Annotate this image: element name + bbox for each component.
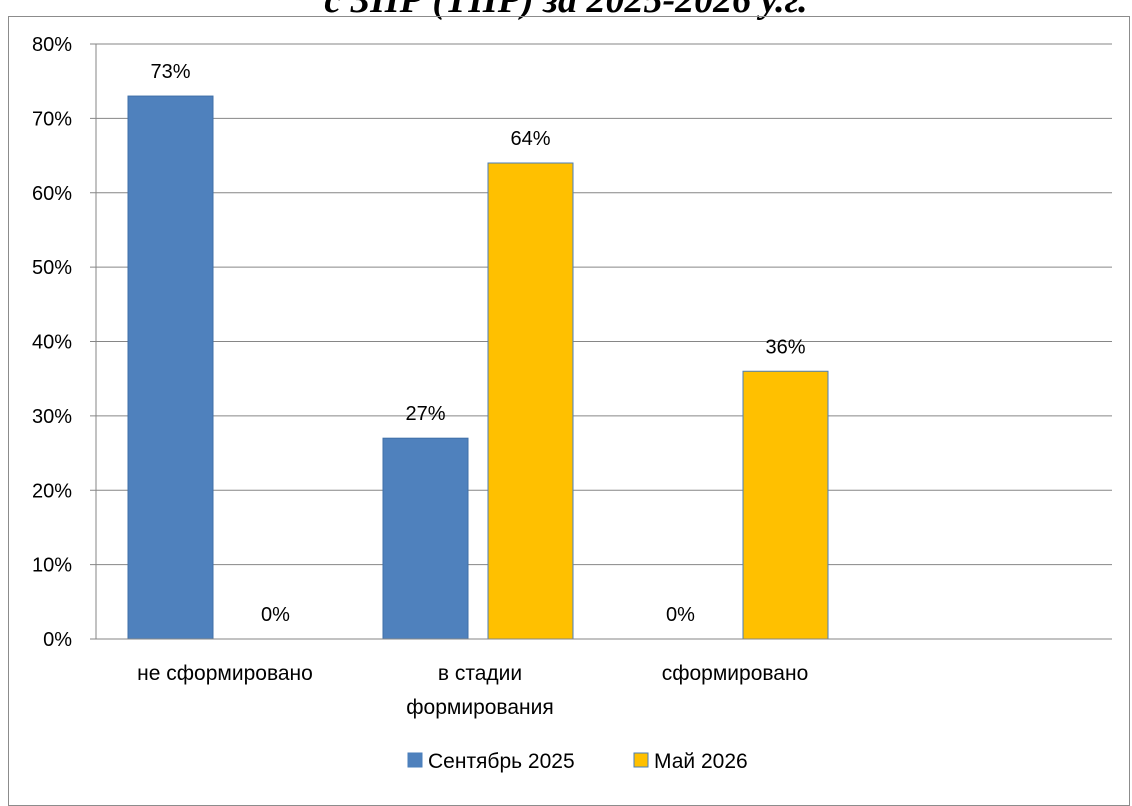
chart-title: с ЗПР (ТНР) за 2025-2026 у.г. — [324, 0, 808, 21]
category-label: в стадии — [438, 662, 522, 685]
legend-swatch — [407, 752, 423, 768]
y-tick-label: 80% — [32, 34, 72, 56]
y-tick-label: 40% — [32, 332, 72, 354]
legend-label: Май 2026 — [654, 750, 748, 773]
y-tick-label: 10% — [32, 555, 72, 577]
y-tick-label: 70% — [32, 108, 72, 130]
data-label: 27% — [405, 403, 445, 425]
y-tick-label: 50% — [32, 257, 72, 279]
category-label: сформировано — [662, 662, 809, 685]
bar — [382, 437, 469, 640]
bar — [487, 162, 574, 640]
legend-swatch — [633, 752, 649, 768]
y-tick-label: 30% — [32, 406, 72, 428]
data-label: 36% — [765, 336, 805, 358]
y-tick-label: 20% — [32, 480, 72, 502]
category-label: формирования — [406, 696, 553, 719]
legend-label: Сентябрь 2025 — [428, 750, 575, 773]
data-label: 0% — [666, 604, 695, 626]
y-tick-label: 0% — [43, 629, 72, 651]
data-label: 64% — [510, 128, 550, 150]
y-tick-label: 60% — [32, 183, 72, 205]
data-label: 0% — [261, 604, 290, 626]
data-label: 73% — [150, 61, 190, 83]
category-label: не сформировано — [137, 662, 313, 685]
bar — [742, 370, 829, 640]
bar — [127, 95, 214, 640]
